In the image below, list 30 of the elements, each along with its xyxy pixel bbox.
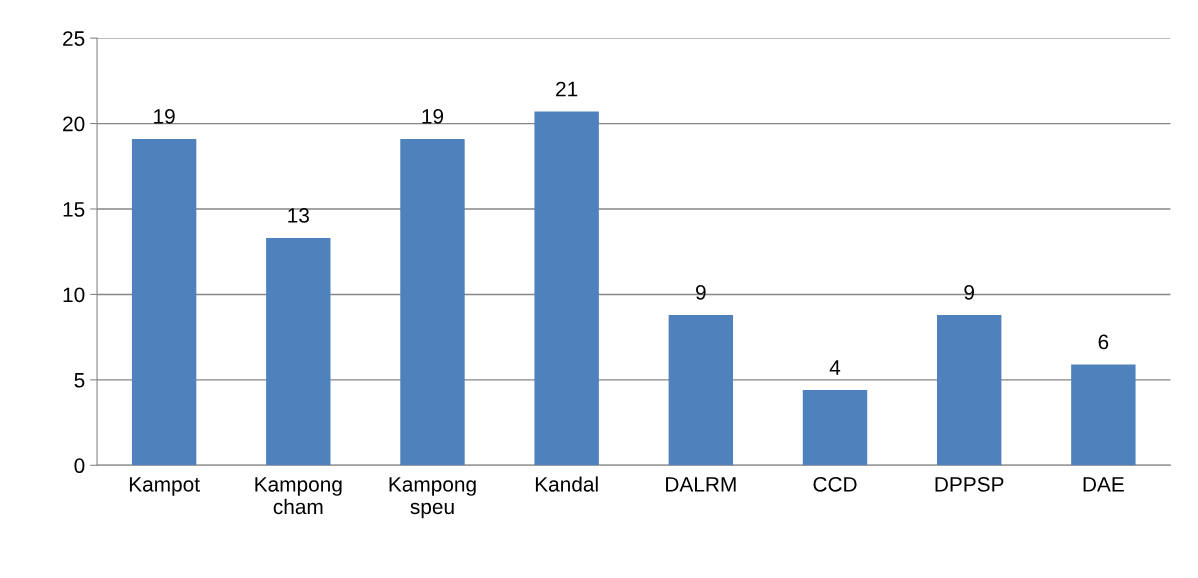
bar <box>802 390 868 466</box>
y-tick-label: 0 <box>74 458 85 474</box>
bar <box>131 138 197 466</box>
x-tick-label: Kampong cham <box>255 477 342 515</box>
bar <box>668 314 734 466</box>
data-label: 13 <box>288 208 309 223</box>
x-tick-label: Kampot <box>129 477 200 496</box>
x-tick-label: CCD <box>813 476 857 492</box>
data-label: 19 <box>154 108 175 124</box>
x-tick-label: DALRM <box>666 477 736 492</box>
data-label: 9 <box>964 284 974 300</box>
y-tick-label: 25 <box>63 31 85 46</box>
y-tick-label: 5 <box>74 373 85 388</box>
x-tick-label: DPPSP <box>935 476 1004 492</box>
x-tick-label: Kampong speu <box>389 477 476 519</box>
data-label: 6 <box>1098 334 1109 350</box>
bar <box>266 238 331 466</box>
y-tick-label: 20 <box>63 116 85 132</box>
x-tick-label: Kandal <box>535 476 598 492</box>
x-tick-label: DAE <box>1083 477 1124 492</box>
bar <box>1071 364 1136 466</box>
data-label: 19 <box>422 108 444 124</box>
data-label: 4 <box>829 360 841 375</box>
data-label: 9 <box>696 284 706 300</box>
y-tick-label: 15 <box>63 202 85 217</box>
data-label: 21 <box>556 81 578 97</box>
bar <box>936 314 1002 466</box>
bar <box>534 111 599 466</box>
bar <box>400 138 465 466</box>
y-tick-label: 10 <box>63 287 85 303</box>
